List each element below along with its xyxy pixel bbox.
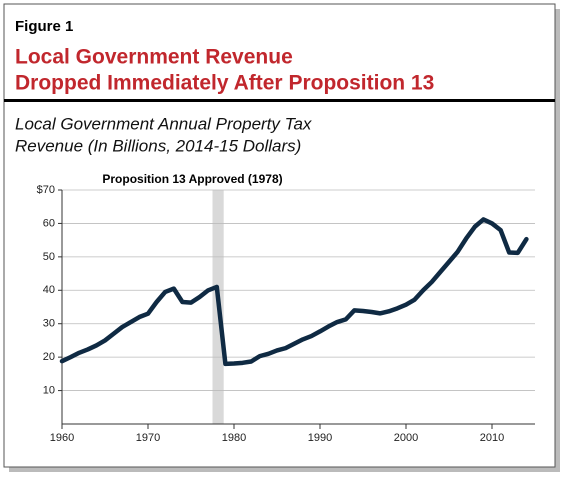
title: Dropped Immediately After Proposition 13 (15, 72, 434, 95)
y-tick-label: 20 (43, 351, 55, 363)
x-tick-label: 1960 (50, 432, 74, 444)
x-tick-label: 1980 (222, 432, 246, 444)
plot: Proposition 13 Approved (1978) 10 20 30 40 50… (37, 172, 535, 444)
title: Local Government Revenue (15, 46, 293, 69)
figure-label: Figure 1 (15, 18, 73, 35)
x-tick-label: 2010 (480, 432, 504, 444)
y-tick-label: 40 (43, 284, 55, 296)
x-tick-label: 2000 (394, 432, 418, 444)
highlight-label: Proposition 13 Approved (1978) (102, 172, 282, 186)
x-tick-label: 1970 (136, 432, 160, 444)
y-tick-label: 30 (43, 318, 55, 330)
subtitle: Local Government Annual Property Tax (15, 114, 312, 133)
x-tick-label: 1990 (308, 432, 332, 444)
frame (3, 3, 556, 468)
y-tick-label: 50 (43, 251, 55, 263)
subtitle: Revenue (In Billions, 2014-15 Dollars) (15, 136, 301, 155)
y-tick-label: 60 (43, 217, 55, 229)
line (59, 217, 529, 367)
y-tick-label: 10 (43, 384, 55, 396)
rule (4, 99, 555, 102)
y-tick-label: $70 (37, 184, 55, 196)
